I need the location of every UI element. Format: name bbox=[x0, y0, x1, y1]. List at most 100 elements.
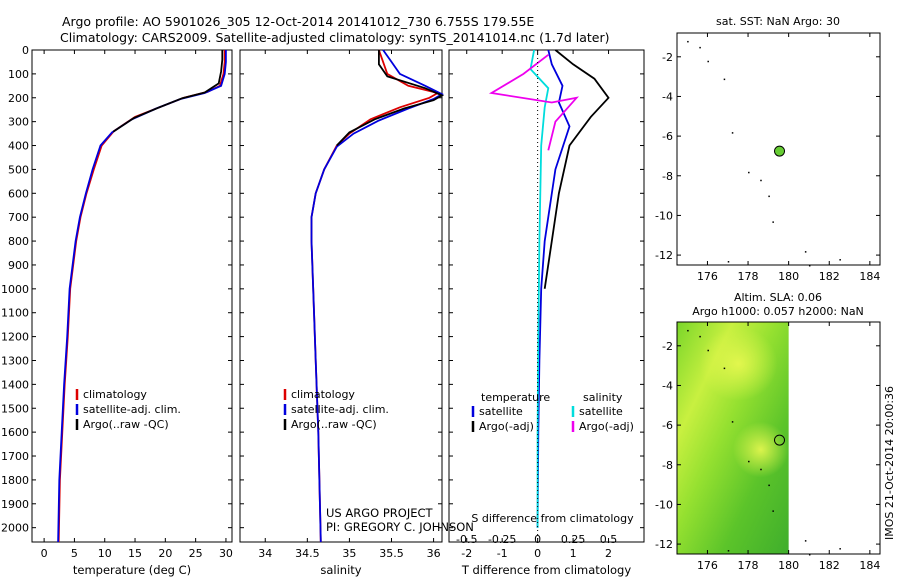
top-x-axis-label: S difference from climatology bbox=[471, 512, 634, 525]
x-tick-label: 182 bbox=[819, 559, 840, 572]
temperature-profile-frame bbox=[31, 49, 233, 543]
y-tick-label: 200 bbox=[8, 92, 29, 105]
y-tick-label: -6 bbox=[662, 419, 673, 432]
legend-label: climatology bbox=[291, 388, 355, 401]
series-line-1 bbox=[310, 49, 444, 543]
x-tick-label: 0 bbox=[41, 547, 48, 560]
y-tick-label: 1700 bbox=[1, 450, 29, 463]
x-tick-label: 34 bbox=[258, 547, 272, 560]
series-line-0 bbox=[57, 50, 226, 543]
x-tick-label: 35.5 bbox=[379, 547, 404, 560]
x-tick-label: 0 bbox=[534, 547, 541, 560]
x-tick-label: -2 bbox=[461, 547, 472, 560]
map-title-line-1: Altim. SLA: 0.06 bbox=[734, 291, 822, 304]
x-tick-label: 178 bbox=[738, 270, 759, 283]
series-line-1 bbox=[57, 50, 227, 543]
sla-high-patch bbox=[732, 421, 789, 478]
y-tick-label: 1100 bbox=[1, 307, 29, 320]
island-speck bbox=[731, 421, 734, 423]
legend-label: Argo(-adj) bbox=[479, 420, 534, 433]
legend-label: Argo(-adj) bbox=[579, 420, 634, 433]
sst-map-frame bbox=[676, 32, 881, 266]
sla-map: 176 178 180 182 184 -2 -4 -6 -8 -10 -12 Altim. SLA:… bbox=[655, 291, 881, 572]
x-tick-label: 15 bbox=[128, 547, 142, 560]
series-line-0 bbox=[310, 49, 441, 543]
island-speck bbox=[772, 221, 774, 223]
x-tick-label: 2 bbox=[605, 547, 612, 560]
legend-label: satellite-adj. clim. bbox=[83, 403, 181, 416]
island-speck bbox=[808, 554, 811, 556]
footer-pi: PI: GREGORY C. JOHNSON bbox=[326, 520, 474, 534]
y-tick-label: -2 bbox=[662, 340, 673, 353]
y-tick-label: 700 bbox=[8, 211, 29, 224]
y-tick-label: -8 bbox=[662, 170, 673, 183]
x-tick-label: 34.5 bbox=[295, 547, 320, 560]
y-tick-label: -6 bbox=[662, 130, 673, 143]
top-x-tick-label: 0.25 bbox=[561, 533, 586, 546]
y-tick-label: 900 bbox=[8, 259, 29, 272]
island-speck bbox=[727, 261, 730, 263]
legend-label: Argo(..raw -QC) bbox=[83, 418, 169, 431]
y-tick-label: 800 bbox=[8, 235, 29, 248]
temperature-profile: 0100200300400500600700800900100011001200… bbox=[1, 44, 233, 577]
series-line-0 bbox=[536, 49, 571, 528]
y-tick-label: 300 bbox=[8, 116, 29, 129]
series-line-2 bbox=[112, 50, 224, 133]
y-tick-label: -12 bbox=[655, 249, 673, 262]
y-tick-label: 1300 bbox=[1, 354, 29, 367]
y-tick-label: 500 bbox=[8, 163, 29, 176]
y-tick-label: 100 bbox=[8, 68, 29, 81]
top-x-tick-label: 0.5 bbox=[600, 533, 618, 546]
series-line-3 bbox=[488, 54, 580, 151]
x-axis-label: salinity bbox=[320, 563, 361, 577]
x-tick-label: 176 bbox=[697, 270, 718, 283]
legend-label: satellite bbox=[479, 405, 523, 418]
y-tick-label: -8 bbox=[662, 459, 673, 472]
footer-project: US ARGO PROJECT bbox=[326, 506, 433, 520]
salinity-profile-frame bbox=[239, 49, 443, 543]
x-tick-label: 10 bbox=[98, 547, 112, 560]
argo-position-marker bbox=[774, 145, 786, 157]
y-tick-label: 400 bbox=[8, 140, 29, 153]
x-tick-label: 184 bbox=[859, 559, 880, 572]
x-tick-label: 176 bbox=[697, 559, 718, 572]
top-x-tick-label: -0.5 bbox=[456, 533, 477, 546]
sla-high-patch bbox=[699, 326, 778, 401]
island-speck bbox=[804, 251, 807, 253]
y-tick-label: -10 bbox=[655, 209, 673, 222]
figure-title-line-1: Argo profile: AO 5901026_305 12-Oct-2014… bbox=[62, 14, 535, 29]
legend-label: satellite bbox=[579, 405, 623, 418]
island-speck bbox=[707, 60, 709, 63]
x-tick-label: 178 bbox=[738, 559, 759, 572]
y-tick-label: 600 bbox=[8, 187, 29, 200]
y-tick-label: 0 bbox=[22, 44, 29, 57]
series-line-2 bbox=[529, 49, 550, 528]
legend-title: salinity bbox=[583, 391, 623, 404]
y-tick-label: -12 bbox=[655, 538, 673, 551]
figure-title-line-2: Climatology: CARS2009. Satellite-adjuste… bbox=[60, 30, 610, 45]
legend-title: temperature bbox=[481, 391, 550, 404]
x-tick-label: 180 bbox=[778, 559, 799, 572]
island-speck bbox=[748, 171, 750, 174]
argo-position-marker bbox=[774, 434, 786, 446]
sst-map: 176 178 180 182 184 -2 -4 -6 -8 -10 -12 sat. SST: N… bbox=[655, 15, 881, 283]
top-x-tick-label: -0.25 bbox=[488, 533, 516, 546]
imos-timestamp: IMOS 21-Oct-2014 20:00:36 bbox=[883, 385, 896, 540]
island-speck bbox=[804, 540, 807, 542]
island-speck bbox=[768, 484, 770, 487]
y-tick-label: 1500 bbox=[1, 402, 29, 415]
y-tick-label: -2 bbox=[662, 51, 673, 64]
island-speck bbox=[687, 329, 689, 332]
x-tick-label: 180 bbox=[778, 270, 799, 283]
map-title-line-2: Argo h1000: 0.057 h2000: NaN bbox=[692, 305, 864, 318]
island-speck bbox=[760, 179, 762, 182]
x-tick-label: 182 bbox=[819, 270, 840, 283]
x-tick-label: 35 bbox=[342, 547, 356, 560]
island-speck bbox=[723, 367, 726, 370]
x-tick-label: 1 bbox=[570, 547, 577, 560]
island-speck bbox=[748, 460, 750, 463]
y-tick-label: -10 bbox=[655, 498, 673, 511]
series-line-1 bbox=[543, 49, 610, 289]
sla-map-frame bbox=[676, 321, 881, 555]
